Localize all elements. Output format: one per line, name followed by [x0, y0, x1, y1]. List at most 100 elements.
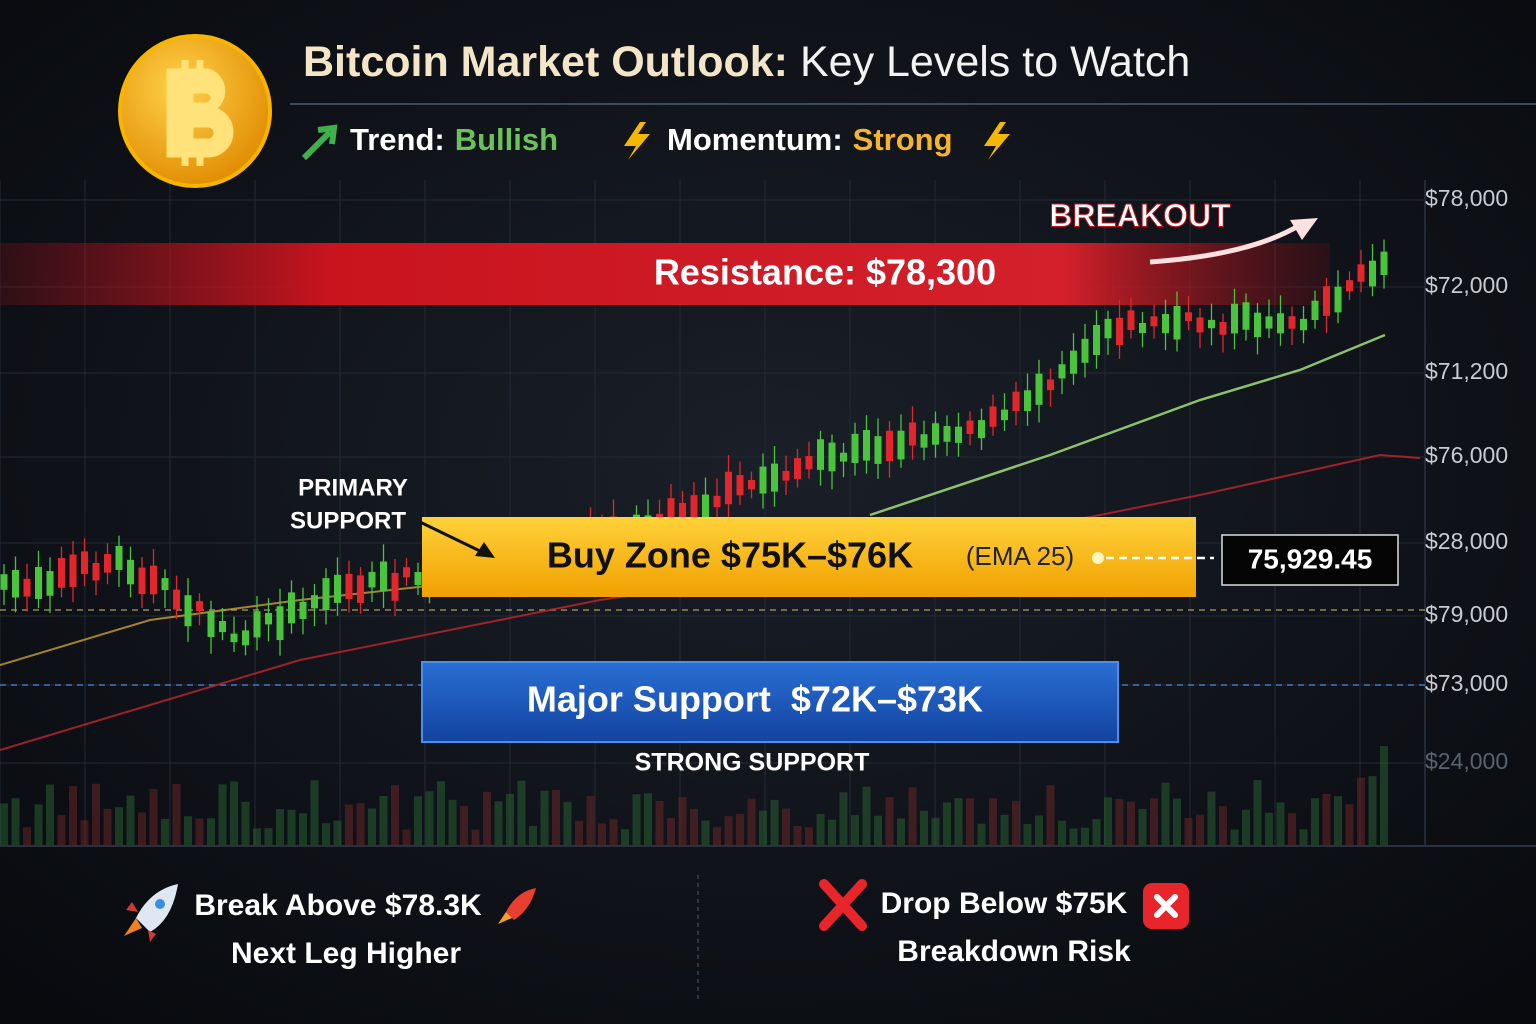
candle-body [127, 559, 134, 585]
candle-body [1265, 316, 1273, 329]
volume-bar [632, 794, 641, 845]
candle-body [1070, 350, 1077, 374]
candle-body [414, 572, 422, 586]
candle-body [736, 475, 744, 496]
volume-bar [1046, 785, 1055, 845]
candle-body [1024, 390, 1031, 412]
volume-bar [1322, 794, 1331, 845]
volume-bar [621, 829, 629, 845]
rocket-icon [124, 884, 178, 942]
volume-bar [701, 820, 710, 845]
volume-bar [1150, 798, 1158, 845]
volume-bar [1368, 776, 1377, 845]
candle-body [1139, 322, 1146, 334]
volume-bar [1023, 823, 1032, 845]
candle-body [161, 578, 169, 591]
candle-body [713, 495, 721, 508]
candle-body [966, 420, 974, 434]
volume-bar [356, 802, 365, 845]
volume-bar [931, 817, 940, 845]
candle-body [265, 613, 272, 625]
candle-body [690, 495, 698, 528]
volume-bar [529, 826, 537, 845]
volume-bar [1265, 812, 1273, 845]
candle-body [1231, 303, 1238, 334]
resistance-band [0, 243, 1330, 305]
ema-dot [1092, 552, 1104, 564]
volume-bar [1380, 746, 1388, 845]
volume-bar [644, 793, 652, 845]
candle-body [1323, 286, 1330, 316]
candle-body [81, 551, 88, 574]
cross-box-mark [1154, 894, 1178, 918]
breakout-arrow [1149, 222, 1302, 265]
volume-bar [402, 829, 411, 845]
candle-body [1357, 264, 1365, 282]
volume-bar [1288, 813, 1296, 845]
volume-bar [80, 820, 89, 845]
volume-bar [759, 810, 767, 845]
candle-body [1346, 280, 1353, 292]
volume-bar [655, 800, 664, 845]
candle-body [403, 567, 410, 578]
volume-bar [908, 787, 917, 845]
volume-bar [1219, 806, 1227, 845]
volume-bar [540, 790, 549, 845]
momentum-value: Strong [853, 122, 953, 157]
candle-body [150, 565, 157, 595]
candle-body [1300, 318, 1307, 331]
buy-zone [422, 517, 1196, 597]
candle-body [1150, 316, 1158, 327]
volume-bar [816, 814, 825, 845]
candle-body [1116, 317, 1123, 346]
title-rest: Key Levels to Watch [800, 38, 1190, 86]
candle-body [679, 502, 686, 529]
volume-bar [552, 789, 560, 845]
resistance-label: Resistance: $78,300 [654, 252, 996, 293]
candle-body [322, 578, 330, 611]
footer-text: Breakdown Risk [897, 935, 1131, 968]
candle-body [1380, 251, 1388, 276]
volume-bar [276, 809, 284, 845]
candle-body [1369, 260, 1376, 287]
candle-body [909, 422, 916, 446]
volume-bar [966, 798, 974, 845]
volume-bar [1000, 814, 1009, 845]
volume [0, 746, 1388, 845]
candle-body [1127, 310, 1135, 331]
candle-body [288, 592, 295, 624]
breakout-label: BREAKOUT [1049, 197, 1231, 233]
major-support-zone [421, 661, 1119, 743]
volume-bar [34, 804, 43, 845]
candle-body [805, 456, 813, 470]
candle-body [1081, 338, 1089, 363]
candle-body [1047, 379, 1054, 391]
volume-bar [218, 784, 227, 845]
candle-body [943, 426, 951, 442]
volume-bar [517, 780, 526, 845]
candle-body [1001, 409, 1008, 421]
volume-bar [598, 823, 606, 845]
candle-body [1035, 373, 1043, 405]
volume-bar [1069, 828, 1078, 845]
candle-body [1093, 325, 1100, 356]
price-tag [1221, 534, 1399, 586]
rocket-icon [498, 888, 536, 924]
support-arrow [419, 520, 483, 554]
candle-body [345, 573, 353, 600]
volume-bar [839, 792, 848, 845]
volume-bar [1115, 798, 1124, 845]
candle-body [748, 479, 755, 490]
buy-zone-label: Buy Zone $75K–$76K [547, 535, 913, 576]
volume-bar [782, 808, 790, 845]
footer-text: Drop Below $75K [881, 887, 1128, 920]
volume-bar [770, 799, 779, 845]
volume-bar [1138, 808, 1147, 845]
candle-body [391, 572, 399, 601]
volume-bar [1299, 829, 1308, 845]
volume-bar [874, 815, 882, 845]
candle-body [702, 494, 709, 522]
candle-body [725, 471, 732, 505]
axis-label: $78,000 [1425, 185, 1508, 211]
